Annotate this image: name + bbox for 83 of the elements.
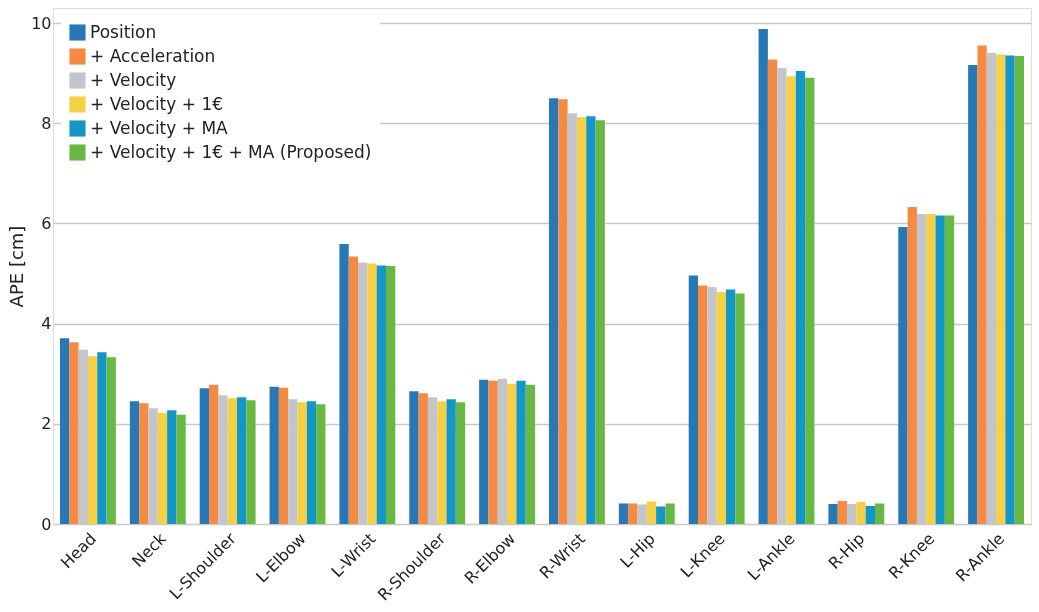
bar — [176, 414, 186, 524]
bar — [767, 59, 778, 524]
bar — [646, 501, 657, 524]
bar — [837, 500, 848, 524]
bar — [269, 386, 279, 524]
bar — [795, 71, 806, 524]
bar — [409, 391, 419, 524]
legend-label: + Velocity + MA — [90, 117, 229, 138]
bar — [758, 29, 768, 524]
y-tick-label: 4 — [41, 314, 52, 334]
y-tick-label: 2 — [41, 414, 52, 434]
legend-label: Position — [90, 21, 157, 42]
bar — [926, 213, 936, 524]
legend-label: + Acceleration — [90, 45, 216, 66]
bar — [944, 215, 955, 524]
bar — [507, 383, 517, 524]
bar — [865, 505, 875, 524]
legend-label: + Velocity + 1€ + MA (Proposed) — [90, 141, 372, 162]
bar — [735, 293, 745, 524]
bar — [59, 338, 70, 524]
bar — [157, 412, 168, 524]
bar — [828, 503, 838, 524]
bar — [437, 401, 447, 524]
bar — [199, 388, 210, 524]
bar — [418, 393, 428, 524]
bar — [367, 263, 377, 524]
bar — [209, 384, 219, 524]
bar — [688, 275, 699, 524]
bar — [665, 503, 675, 524]
y-tick-label: 0 — [41, 514, 52, 534]
bar — [586, 116, 596, 524]
bar — [385, 266, 396, 524]
bar — [576, 117, 587, 524]
bar — [548, 98, 559, 524]
legend-label: + Velocity — [90, 69, 177, 90]
bar — [698, 285, 708, 524]
bar — [488, 380, 498, 524]
bar — [996, 54, 1006, 524]
bar — [968, 65, 978, 524]
bar — [656, 506, 666, 524]
bar — [339, 243, 349, 524]
bar — [227, 398, 237, 524]
bar — [306, 401, 317, 524]
bar — [618, 503, 629, 524]
bar — [874, 503, 885, 524]
bar — [856, 501, 866, 524]
bar — [167, 410, 177, 524]
bar — [558, 99, 568, 524]
bar — [516, 380, 526, 524]
bar — [87, 356, 98, 524]
bar — [348, 256, 359, 524]
bar — [525, 384, 536, 524]
bar — [376, 265, 386, 524]
bar — [455, 402, 466, 524]
bar — [595, 120, 605, 524]
y-tick-label: 6 — [41, 213, 52, 233]
bar — [725, 289, 736, 524]
bar — [1005, 55, 1015, 524]
bar — [628, 503, 638, 524]
y-axis-title: APE [cm] — [6, 225, 28, 308]
bar — [69, 342, 79, 524]
bar — [236, 397, 247, 524]
bar — [1014, 56, 1025, 524]
bar — [106, 357, 116, 524]
bar — [716, 292, 726, 524]
bar — [907, 206, 917, 524]
bar — [786, 76, 796, 524]
bar — [898, 226, 908, 524]
bar — [139, 403, 149, 524]
bar — [479, 379, 489, 524]
bar — [446, 399, 456, 524]
y-tick-label: 10 — [31, 13, 52, 33]
bar — [977, 45, 987, 524]
bar — [935, 215, 945, 524]
y-tick-label: 8 — [41, 113, 52, 133]
bar — [246, 400, 256, 524]
bar — [278, 387, 289, 524]
bar — [97, 352, 107, 524]
bar — [297, 402, 307, 524]
bar — [316, 404, 326, 524]
bar — [129, 401, 140, 524]
bar — [805, 77, 815, 524]
legend-label: + Velocity + 1€ — [90, 93, 224, 114]
